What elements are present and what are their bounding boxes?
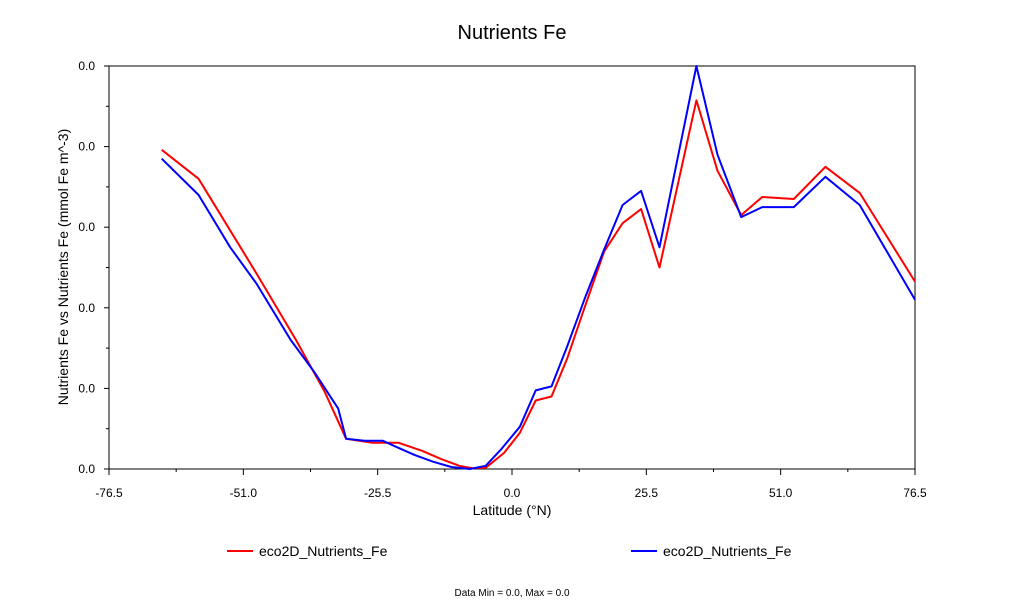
chart-title: Nutrients Fe [458, 22, 567, 44]
y-tick-label: 0.0 [78, 381, 95, 395]
x-axis-title: Latitude (°N) [473, 502, 552, 518]
y-tick-label: 0.0 [78, 462, 95, 476]
series-layer [160, 65, 916, 470]
x-tick-label: -25.5 [364, 486, 392, 500]
legend: eco2D_Nutrients_Fe eco2D_Nutrients_Fe [227, 543, 792, 559]
legend-label-1: eco2D_Nutrients_Fe [663, 543, 792, 559]
x-axis: -76.5 -51.0 -25.5 0.0 25.5 51.0 76.5 [95, 469, 927, 500]
series-line-0 [161, 99, 916, 470]
y-axis: 0.0 0.0 0.0 0.0 0.0 0.0 [78, 59, 109, 476]
plot-area-frame [108, 65, 916, 470]
y-tick-label: 0.0 [78, 220, 95, 234]
y-tick-label: 0.0 [78, 59, 95, 73]
x-tick-label: 25.5 [635, 486, 659, 500]
data-range-footnote: Data Min = 0.0, Max = 0.0 [454, 588, 569, 599]
x-tick-label: -51.0 [230, 486, 258, 500]
x-tick-label: 0.0 [504, 486, 521, 500]
legend-label-0: eco2D_Nutrients_Fe [259, 543, 388, 559]
y-tick-label: 0.0 [78, 301, 95, 315]
x-tick-label: -76.5 [95, 486, 123, 500]
x-tick-label: 76.5 [903, 486, 927, 500]
y-axis-title: Nutrients Fe vs Nutrients Fe (mmol Fe m^… [55, 129, 71, 406]
x-tick-label: 51.0 [769, 486, 793, 500]
series-line-1 [160, 65, 916, 470]
y-tick-label: 0.0 [78, 140, 95, 154]
